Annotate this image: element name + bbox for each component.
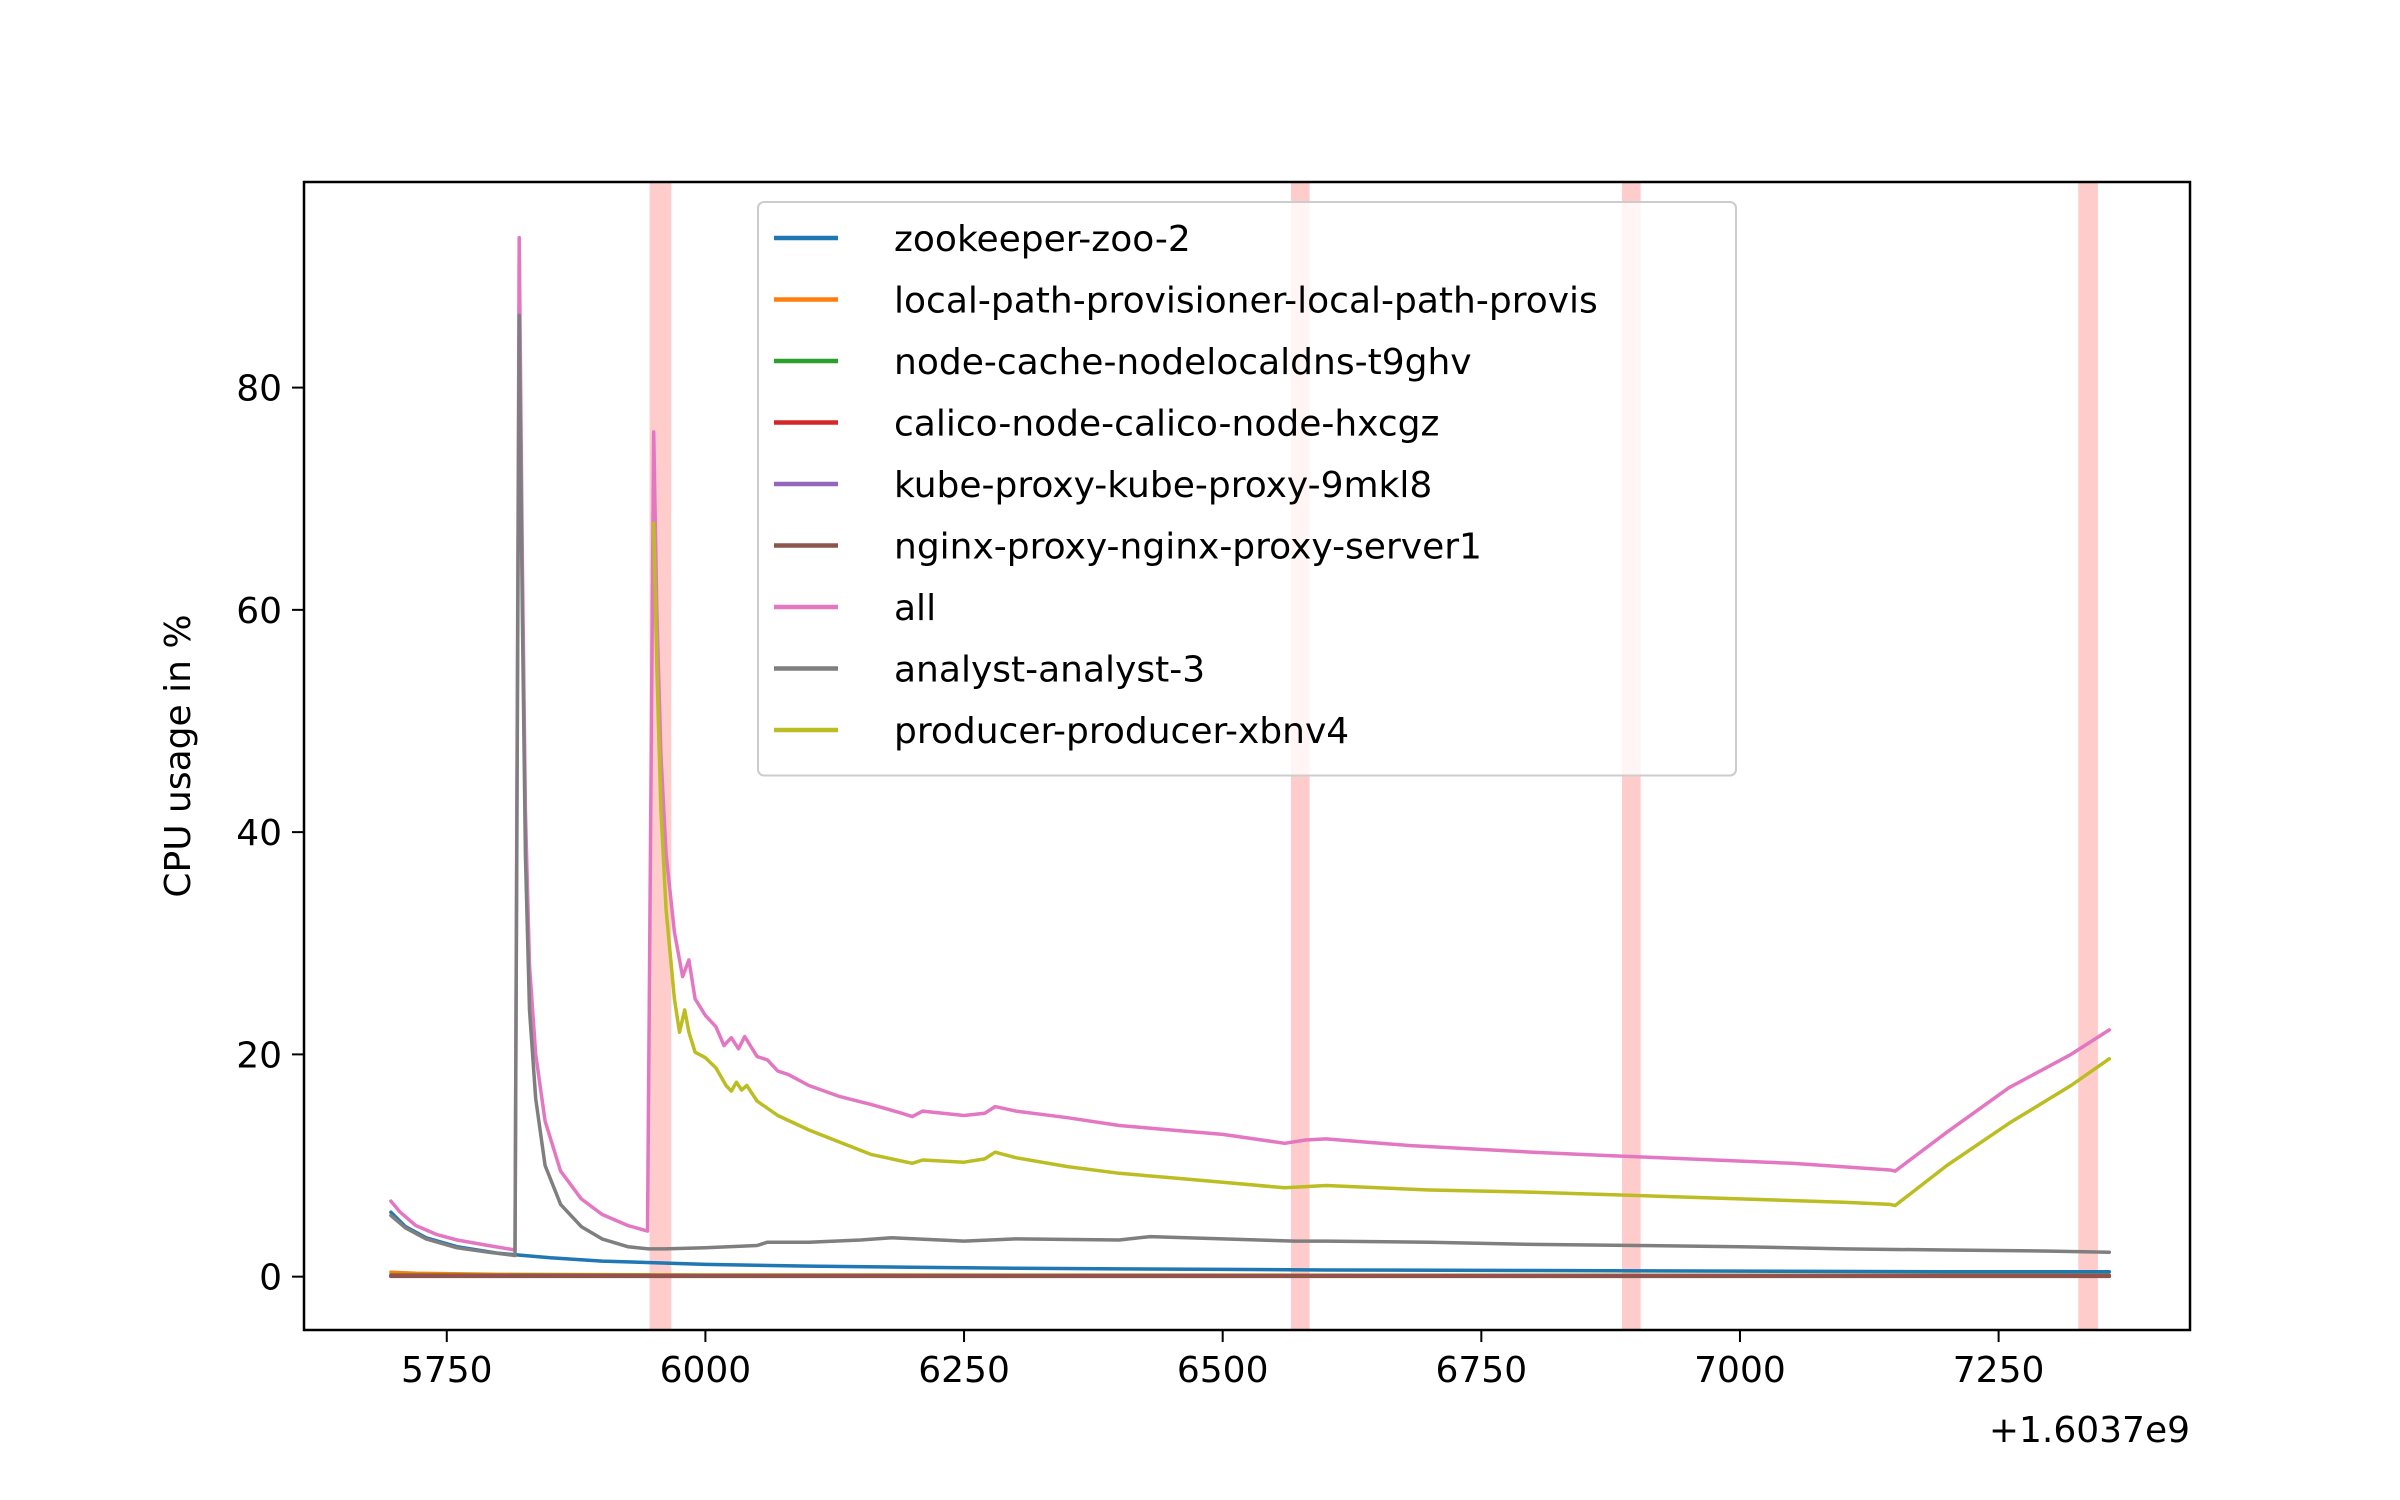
x-tick-label: 6750 <box>1436 1350 1528 1391</box>
legend-label: all <box>894 588 936 629</box>
x-axis-ticks: 5750 6000 6250 6500 6750 7000 7250 <box>401 1330 2044 1391</box>
series-line-all <box>389 235 2112 1252</box>
y-tick-label: 0 <box>259 1258 282 1299</box>
y-tick-label: 80 <box>236 369 282 410</box>
y-tick-label: 20 <box>236 1035 282 1076</box>
highlight-band-4 <box>2078 182 2098 1330</box>
series-line-analyst-analyst-3 <box>389 313 2112 1258</box>
legend: zookeeper-zoo-2 local-path-provisioner-lo… <box>757 201 1737 777</box>
x-tick-label: 6500 <box>1177 1350 1269 1391</box>
x-tick-label: 5750 <box>401 1350 493 1391</box>
legend-label: local-path-provisioner-local-path-provis <box>894 281 1598 322</box>
legend-label: analyst-analyst-3 <box>894 650 1205 691</box>
series-lines <box>389 235 2112 1279</box>
y-tick-label: 60 <box>236 591 282 632</box>
y-axis-label: CPU usage in % <box>158 614 199 897</box>
legend-label: nginx-proxy-nginx-proxy-server1 <box>894 527 1482 568</box>
legend-label: producer-producer-xbnv4 <box>894 711 1349 752</box>
legend-label: node-cache-nodelocaldns-t9ghv <box>894 342 1472 383</box>
plot-frame <box>302 180 2192 1332</box>
x-tick-label: 6250 <box>918 1350 1010 1391</box>
legend-label: zookeeper-zoo-2 <box>894 219 1191 260</box>
x-tick-label: 7000 <box>1694 1350 1786 1391</box>
x-tick-label: 7250 <box>1953 1350 2045 1391</box>
series-line-producer-producer-xbnv4 <box>651 521 2112 1208</box>
legend-label: calico-node-calico-node-hxcgz <box>894 404 1439 445</box>
x-tick-label: 6000 <box>660 1350 752 1391</box>
y-tick-label: 40 <box>236 813 282 854</box>
legend-box <box>757 201 1737 777</box>
y-axis-ticks: 0 20 40 60 80 <box>236 369 304 1299</box>
x-axis-offset-label: +1.6037e9 <box>1989 1410 2190 1451</box>
legend-label: kube-proxy-kube-proxy-9mkl8 <box>894 465 1432 506</box>
